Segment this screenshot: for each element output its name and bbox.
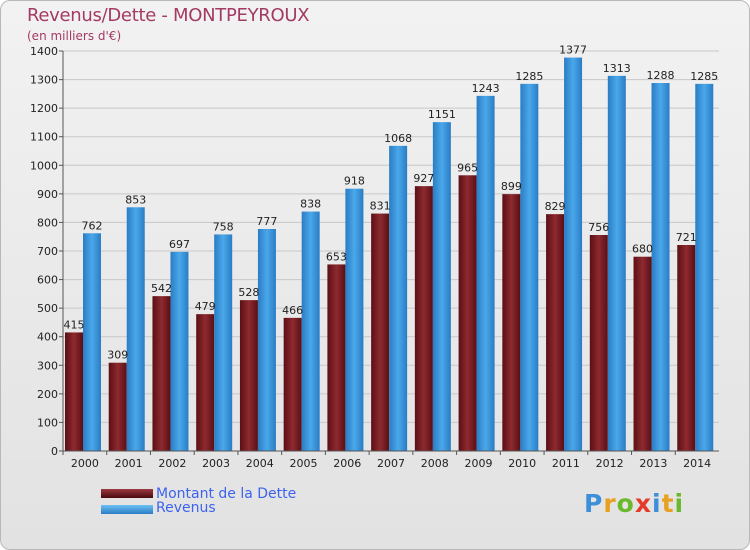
x-tick-label: 2008	[421, 457, 449, 470]
bar-revenus	[389, 145, 408, 451]
y-tick-label: 800	[37, 216, 58, 229]
bar-revenus	[476, 95, 495, 451]
data-label-revenus: 697	[169, 238, 190, 251]
bar-revenus	[126, 207, 145, 451]
x-tick-label: 2004	[246, 457, 274, 470]
y-tick-label: 1100	[30, 131, 58, 144]
data-label-revenus: 1285	[515, 70, 543, 83]
data-label-revenus: 762	[82, 219, 103, 232]
data-label-revenus: 1151	[428, 108, 456, 121]
data-label-dette: 528	[238, 286, 259, 299]
data-label-dette: 899	[501, 180, 522, 193]
x-tick-label: 2005	[290, 457, 318, 470]
data-label-dette: 466	[282, 304, 303, 317]
y-tick-label: 900	[37, 188, 58, 201]
x-tick-label: 2014	[683, 457, 711, 470]
data-label-revenus: 1288	[647, 69, 675, 82]
x-tick-label: 2002	[158, 457, 186, 470]
y-tick-label: 400	[37, 331, 58, 344]
bar-revenus	[345, 188, 364, 451]
data-label-revenus: 853	[125, 193, 146, 206]
legend-label-dette: Montant de la Dette	[156, 486, 297, 502]
bar-dette	[502, 194, 521, 451]
bar-dette	[152, 296, 171, 451]
data-label-dette: 309	[107, 349, 128, 362]
data-label-dette: 542	[151, 282, 172, 295]
bar-revenus	[520, 83, 539, 451]
bar-revenus	[564, 57, 583, 451]
chart-title: Revenus/Dette - MONTPEYROUX	[27, 5, 310, 26]
data-label-revenus: 918	[344, 175, 365, 188]
bar-dette	[371, 213, 390, 451]
y-tick-label: 1200	[30, 102, 58, 115]
bar-revenus	[83, 233, 101, 451]
bar-revenus	[607, 75, 626, 451]
x-tick-label: 2013	[639, 457, 667, 470]
data-label-revenus: 1377	[559, 44, 587, 57]
bar-dette	[589, 235, 608, 451]
data-label-dette: 756	[588, 221, 609, 234]
x-tick-label: 2001	[115, 457, 143, 470]
data-label-dette: 831	[370, 200, 391, 213]
bar-dette	[546, 214, 565, 451]
data-label-revenus: 758	[213, 220, 234, 233]
bar-dette	[196, 314, 215, 451]
bar-dette	[65, 332, 83, 451]
bar-dette	[633, 256, 652, 451]
x-tick-label: 2011	[552, 457, 580, 470]
data-label-revenus: 777	[256, 215, 277, 228]
y-tick-label: 1300	[30, 74, 58, 87]
x-tick-label: 2009	[464, 457, 492, 470]
data-label-dette: 415	[64, 318, 85, 331]
legend-swatch-dette	[101, 489, 153, 498]
data-label-dette: 721	[676, 231, 697, 244]
data-label-revenus: 1285	[690, 70, 718, 83]
x-tick-label: 2010	[508, 457, 536, 470]
y-tick-label: 1000	[30, 159, 58, 172]
data-label-dette: 829	[545, 200, 566, 213]
data-label-revenus: 838	[300, 198, 321, 211]
data-label-dette: 680	[632, 243, 653, 256]
bar-dette	[677, 245, 696, 451]
bar-revenus	[651, 83, 670, 451]
bar-revenus	[301, 211, 320, 451]
legend-swatch-revenus	[101, 505, 153, 514]
data-label-dette: 653	[326, 250, 347, 263]
proxiti-logo: Proxiti	[584, 489, 685, 518]
y-tick-label: 700	[37, 245, 58, 258]
x-tick-label: 2006	[333, 457, 361, 470]
x-tick-label: 2003	[202, 457, 230, 470]
data-label-revenus: 1313	[603, 62, 631, 75]
data-label-revenus: 1243	[472, 82, 500, 95]
chart-subtitle: (en milliers d'€)	[27, 29, 122, 43]
bar-dette	[327, 264, 346, 451]
data-label-dette: 965	[457, 161, 478, 174]
bar-revenus	[257, 229, 276, 451]
bar-revenus	[432, 122, 451, 452]
bar-dette	[108, 362, 127, 451]
y-tick-label: 300	[37, 359, 58, 372]
bar-dette	[283, 317, 302, 451]
y-tick-label: 600	[37, 274, 58, 287]
data-label-dette: 479	[195, 300, 216, 313]
bar-revenus	[214, 234, 233, 451]
bar-revenus	[170, 251, 189, 451]
bar-dette	[239, 300, 258, 451]
y-tick-label: 1400	[30, 45, 58, 58]
y-tick-label: 200	[37, 388, 58, 401]
y-tick-label: 100	[37, 416, 58, 429]
bar-dette	[414, 186, 433, 451]
x-tick-label: 2012	[596, 457, 624, 470]
bar-dette	[458, 175, 477, 452]
data-label-revenus: 1068	[384, 132, 412, 145]
data-label-dette: 927	[413, 172, 434, 185]
y-tick-label: 0	[51, 445, 58, 458]
x-tick-label: 2000	[71, 457, 99, 470]
bar-revenus	[695, 83, 714, 451]
y-tick-label: 500	[37, 302, 58, 315]
x-tick-label: 2007	[377, 457, 405, 470]
legend-label-revenus: Revenus	[156, 500, 216, 516]
